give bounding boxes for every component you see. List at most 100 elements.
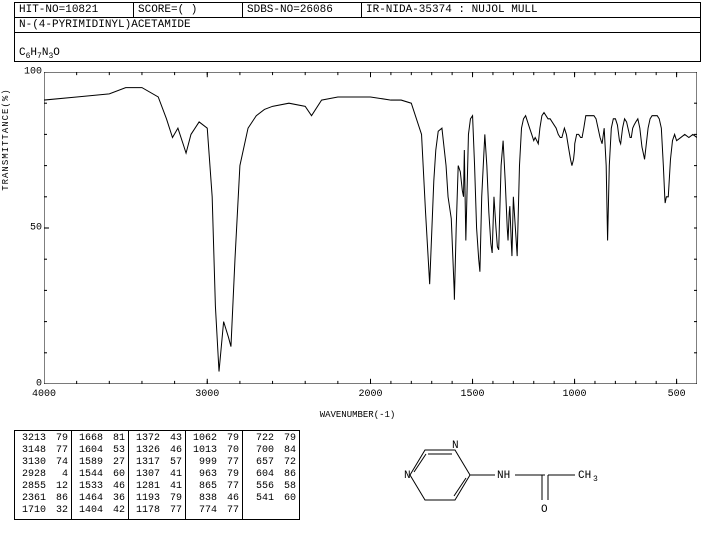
peak-intensity: 53 <box>109 445 125 457</box>
peak-intensity: 77 <box>223 457 239 469</box>
nh-label: NH <box>497 470 510 482</box>
spectrum-chart: TRANSMITTANCE(%) 050100 4000300020001500… <box>14 72 701 402</box>
peak-wavenumber: 604 <box>246 469 274 481</box>
x-tick-label: 3000 <box>195 389 219 400</box>
peak-wavenumber: 2855 <box>18 481 46 493</box>
peak-intensity: 60 <box>280 493 296 505</box>
peak-column: 1372431326461317571307411281411193791178… <box>129 431 186 519</box>
peak-wavenumber: 722 <box>246 433 274 445</box>
peak-intensity: 46 <box>166 445 182 457</box>
peak-intensity: 77 <box>223 481 239 493</box>
peak-intensity: 79 <box>280 433 296 445</box>
peak-wavenumber: 865 <box>189 481 217 493</box>
peak-entry: 166881 <box>75 433 125 445</box>
peak-wavenumber: 1372 <box>132 433 160 445</box>
peak-intensity: 84 <box>280 445 296 457</box>
compound-name: N-(4-PYRIMIDINYL)ACETAMIDE <box>19 19 191 31</box>
peak-entry: 3213 79 <box>18 433 68 445</box>
peak-entry: 160453 <box>75 445 125 457</box>
peak-wavenumber: 1062 <box>189 433 217 445</box>
peak-entry: 128141 <box>132 481 182 493</box>
peak-intensity: 58 <box>280 481 296 493</box>
peak-wavenumber: 838 <box>189 493 217 505</box>
peak-column: 1668811604531589271544 60 1533 461464361404… <box>72 431 129 519</box>
y-tick-label: 100 <box>22 67 42 78</box>
peak-wavenumber: 1533 <box>75 481 103 493</box>
n-atom-2: N <box>452 440 459 452</box>
peak-entry: 158927 <box>75 457 125 469</box>
peak-intensity: 74 <box>52 457 68 469</box>
peak-entry: 1013 70 <box>189 445 239 457</box>
peak-wavenumber: 1307 <box>132 469 160 481</box>
peak-entry: 140442 <box>75 505 125 517</box>
sdbs-cell: SDBS-NO=26086 <box>243 3 362 17</box>
peak-wavenumber: 1464 <box>75 493 103 505</box>
peak-wavenumber: 657 <box>246 457 274 469</box>
peak-wavenumber: 1013 <box>189 445 217 457</box>
peak-wavenumber: 1544 <box>75 469 103 481</box>
peak-entry: 137243 <box>132 433 182 445</box>
x-tick-label: 1000 <box>563 389 587 400</box>
peak-entry: 236186 <box>18 493 68 505</box>
peak-entry: 171032 <box>18 505 68 517</box>
peak-column: 3213 79 3148 773130742928 428551223618617103… <box>15 431 72 519</box>
peak-entry: 657 72 <box>246 457 296 469</box>
peak-intensity: 27 <box>109 457 125 469</box>
peak-entry: 2928 4 <box>18 469 68 481</box>
method-cell: IR-NIDA-35374 : NUJOL MULL <box>362 3 700 17</box>
peak-entry: 131757 <box>132 457 182 469</box>
peak-wavenumber: 700 <box>246 445 274 457</box>
peak-intensity: 46 <box>223 493 239 505</box>
peak-entry: 313074 <box>18 457 68 469</box>
peak-entry: 700 84 <box>246 445 296 457</box>
peak-wavenumber: 1317 <box>132 457 160 469</box>
peak-entry: 3148 77 <box>18 445 68 457</box>
peak-entry: 119379 <box>132 493 182 505</box>
peak-wavenumber: 2928 <box>18 469 46 481</box>
peak-entry: 838 46 <box>189 493 239 505</box>
peak-intensity: 72 <box>280 457 296 469</box>
plot-area <box>44 72 697 384</box>
o-label: O <box>541 504 548 516</box>
peak-wavenumber: 3213 <box>18 433 46 445</box>
x-tick-label: 2000 <box>358 389 382 400</box>
peak-intensity: 4 <box>52 469 68 481</box>
peak-wavenumber: 999 <box>189 457 217 469</box>
sdbs-label: SDBS-NO= <box>247 4 300 16</box>
peak-wavenumber: 541 <box>246 493 274 505</box>
peak-wavenumber: 556 <box>246 481 274 493</box>
y-tick-label: 0 <box>22 379 42 390</box>
peak-table: 3213793148773130742928428551223618617103… <box>14 430 300 520</box>
peak-wavenumber: 2361 <box>18 493 46 505</box>
peak-entry: 146436 <box>75 493 125 505</box>
peak-intensity: 46 <box>109 481 125 493</box>
peak-entry: 999 77 <box>189 457 239 469</box>
peak-entry: 556 58 <box>246 481 296 493</box>
peak-intensity: 60 <box>109 469 125 481</box>
peak-intensity: 81 <box>109 433 125 445</box>
gap-row <box>14 33 701 47</box>
peak-wavenumber: 1326 <box>132 445 160 457</box>
structure-svg: N N NH O CH 3 <box>390 430 620 520</box>
molecular-structure: N N NH O CH 3 <box>308 430 701 520</box>
score-value: ( ) <box>178 4 198 16</box>
peak-column: 1062791013709997796379865778384677477 <box>186 431 243 519</box>
y-axis-label: TRANSMITTANCE(%) <box>1 88 11 190</box>
peak-intensity: 77 <box>166 505 182 517</box>
peak-intensity: 42 <box>109 505 125 517</box>
peak-intensity: 41 <box>166 469 182 481</box>
peak-intensity: 86 <box>280 469 296 481</box>
peak-intensity: 70 <box>223 445 239 457</box>
hit-no-value: 10821 <box>65 4 98 16</box>
peak-entry: 1326 46 <box>132 445 182 457</box>
spectrum-svg <box>44 72 697 384</box>
peak-entry: 96379 <box>189 469 239 481</box>
peak-intensity: 79 <box>52 433 68 445</box>
peak-intensity: 79 <box>223 469 239 481</box>
peak-entry: 285512 <box>18 481 68 493</box>
ch3-sub: 3 <box>593 475 598 484</box>
peak-wavenumber: 3148 <box>18 445 46 457</box>
peak-intensity: 77 <box>52 445 68 457</box>
method-text: IR-NIDA-35374 : NUJOL MULL <box>366 4 538 16</box>
formula-text: C6H7N3O <box>19 47 60 61</box>
